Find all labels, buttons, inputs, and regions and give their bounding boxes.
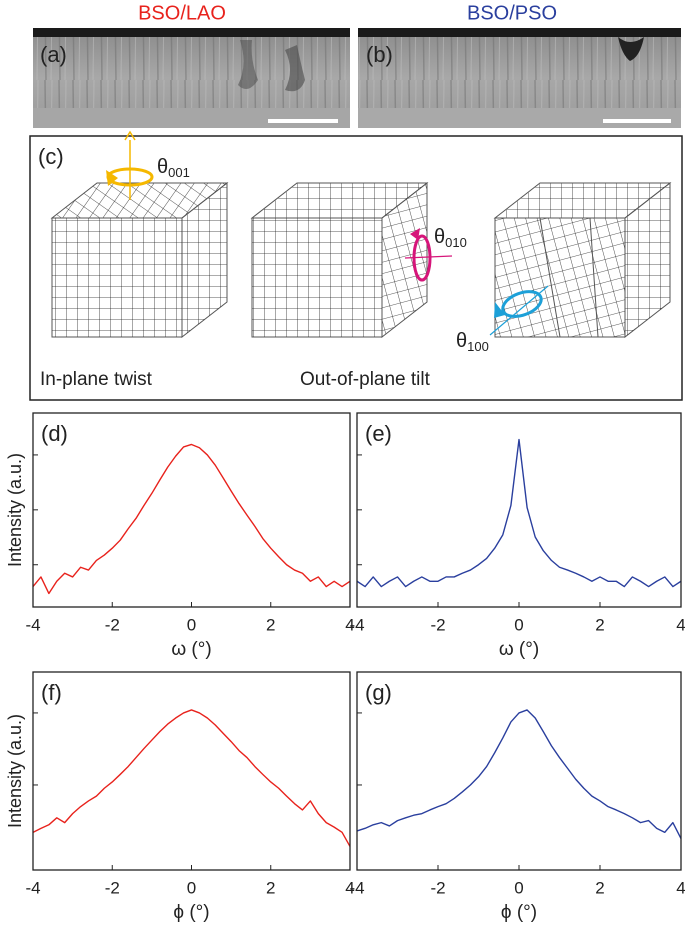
data-line — [356, 709, 682, 839]
plot-frame — [32, 671, 351, 871]
panel-label: (a) — [40, 42, 67, 67]
x-tick-label: 2 — [266, 615, 275, 634]
x-tick-label: 2 — [266, 878, 275, 897]
caption: Out-of-plane tilt — [300, 369, 431, 390]
x-axis-label: ϕ (°) — [501, 902, 537, 923]
x-tick-label: -4 — [25, 878, 40, 897]
x-axis-label: ϕ (°) — [173, 902, 209, 923]
x-axis-label: ω (°) — [499, 639, 539, 660]
panel-label: (e) — [365, 421, 392, 446]
y-axis-label: Intensity (a.u.) — [5, 714, 25, 828]
rotation-label: θ100 — [456, 330, 489, 354]
rotation-label: θ001 — [157, 156, 190, 180]
x-tick-label: 4 — [676, 878, 685, 897]
heading: BSO/LAO — [138, 2, 226, 24]
panel-label: (c) — [38, 144, 64, 169]
x-tick-label: -2 — [105, 615, 120, 634]
x-tick-label: -4 — [25, 615, 40, 634]
x-tick-label: 4 — [345, 615, 354, 634]
sem-image: (b) — [358, 28, 681, 128]
x-tick-label: 0 — [514, 878, 523, 897]
x-tick-label: 2 — [595, 615, 604, 634]
data-line — [32, 443, 351, 595]
x-tick-label: 0 — [187, 878, 196, 897]
caption: In-plane twist — [40, 369, 153, 390]
y-axis-label: Intensity (a.u.) — [5, 453, 25, 567]
x-tick-label: -4 — [349, 615, 364, 634]
diagram: (c) θ001 — [29, 130, 683, 401]
x-tick-label: 0 — [514, 615, 523, 634]
x-tick-label: 4 — [676, 615, 685, 634]
panel-label: (b) — [366, 42, 393, 67]
x-tick-label: 2 — [595, 878, 604, 897]
rotation-label: θ010 — [434, 226, 467, 250]
x-tick-label: -2 — [105, 878, 120, 897]
x-tick-label: -2 — [430, 615, 445, 634]
panel-label: (f) — [41, 680, 62, 705]
sem-image: (a) — [33, 28, 350, 128]
heading: BSO/PSO — [467, 2, 557, 24]
panel-label: (d) — [41, 421, 68, 446]
plot-frame — [356, 412, 682, 608]
x-tick-label: -2 — [430, 878, 445, 897]
plot-frame — [32, 412, 351, 608]
x-axis-label: ω (°) — [171, 639, 211, 660]
x-tick-label: 0 — [187, 615, 196, 634]
plot-frame — [356, 671, 682, 871]
x-tick-label: -4 — [349, 878, 364, 897]
data-line — [356, 438, 682, 588]
x-tick-label: 4 — [345, 878, 354, 897]
panel-label: (g) — [365, 680, 392, 705]
data-line — [32, 709, 351, 847]
